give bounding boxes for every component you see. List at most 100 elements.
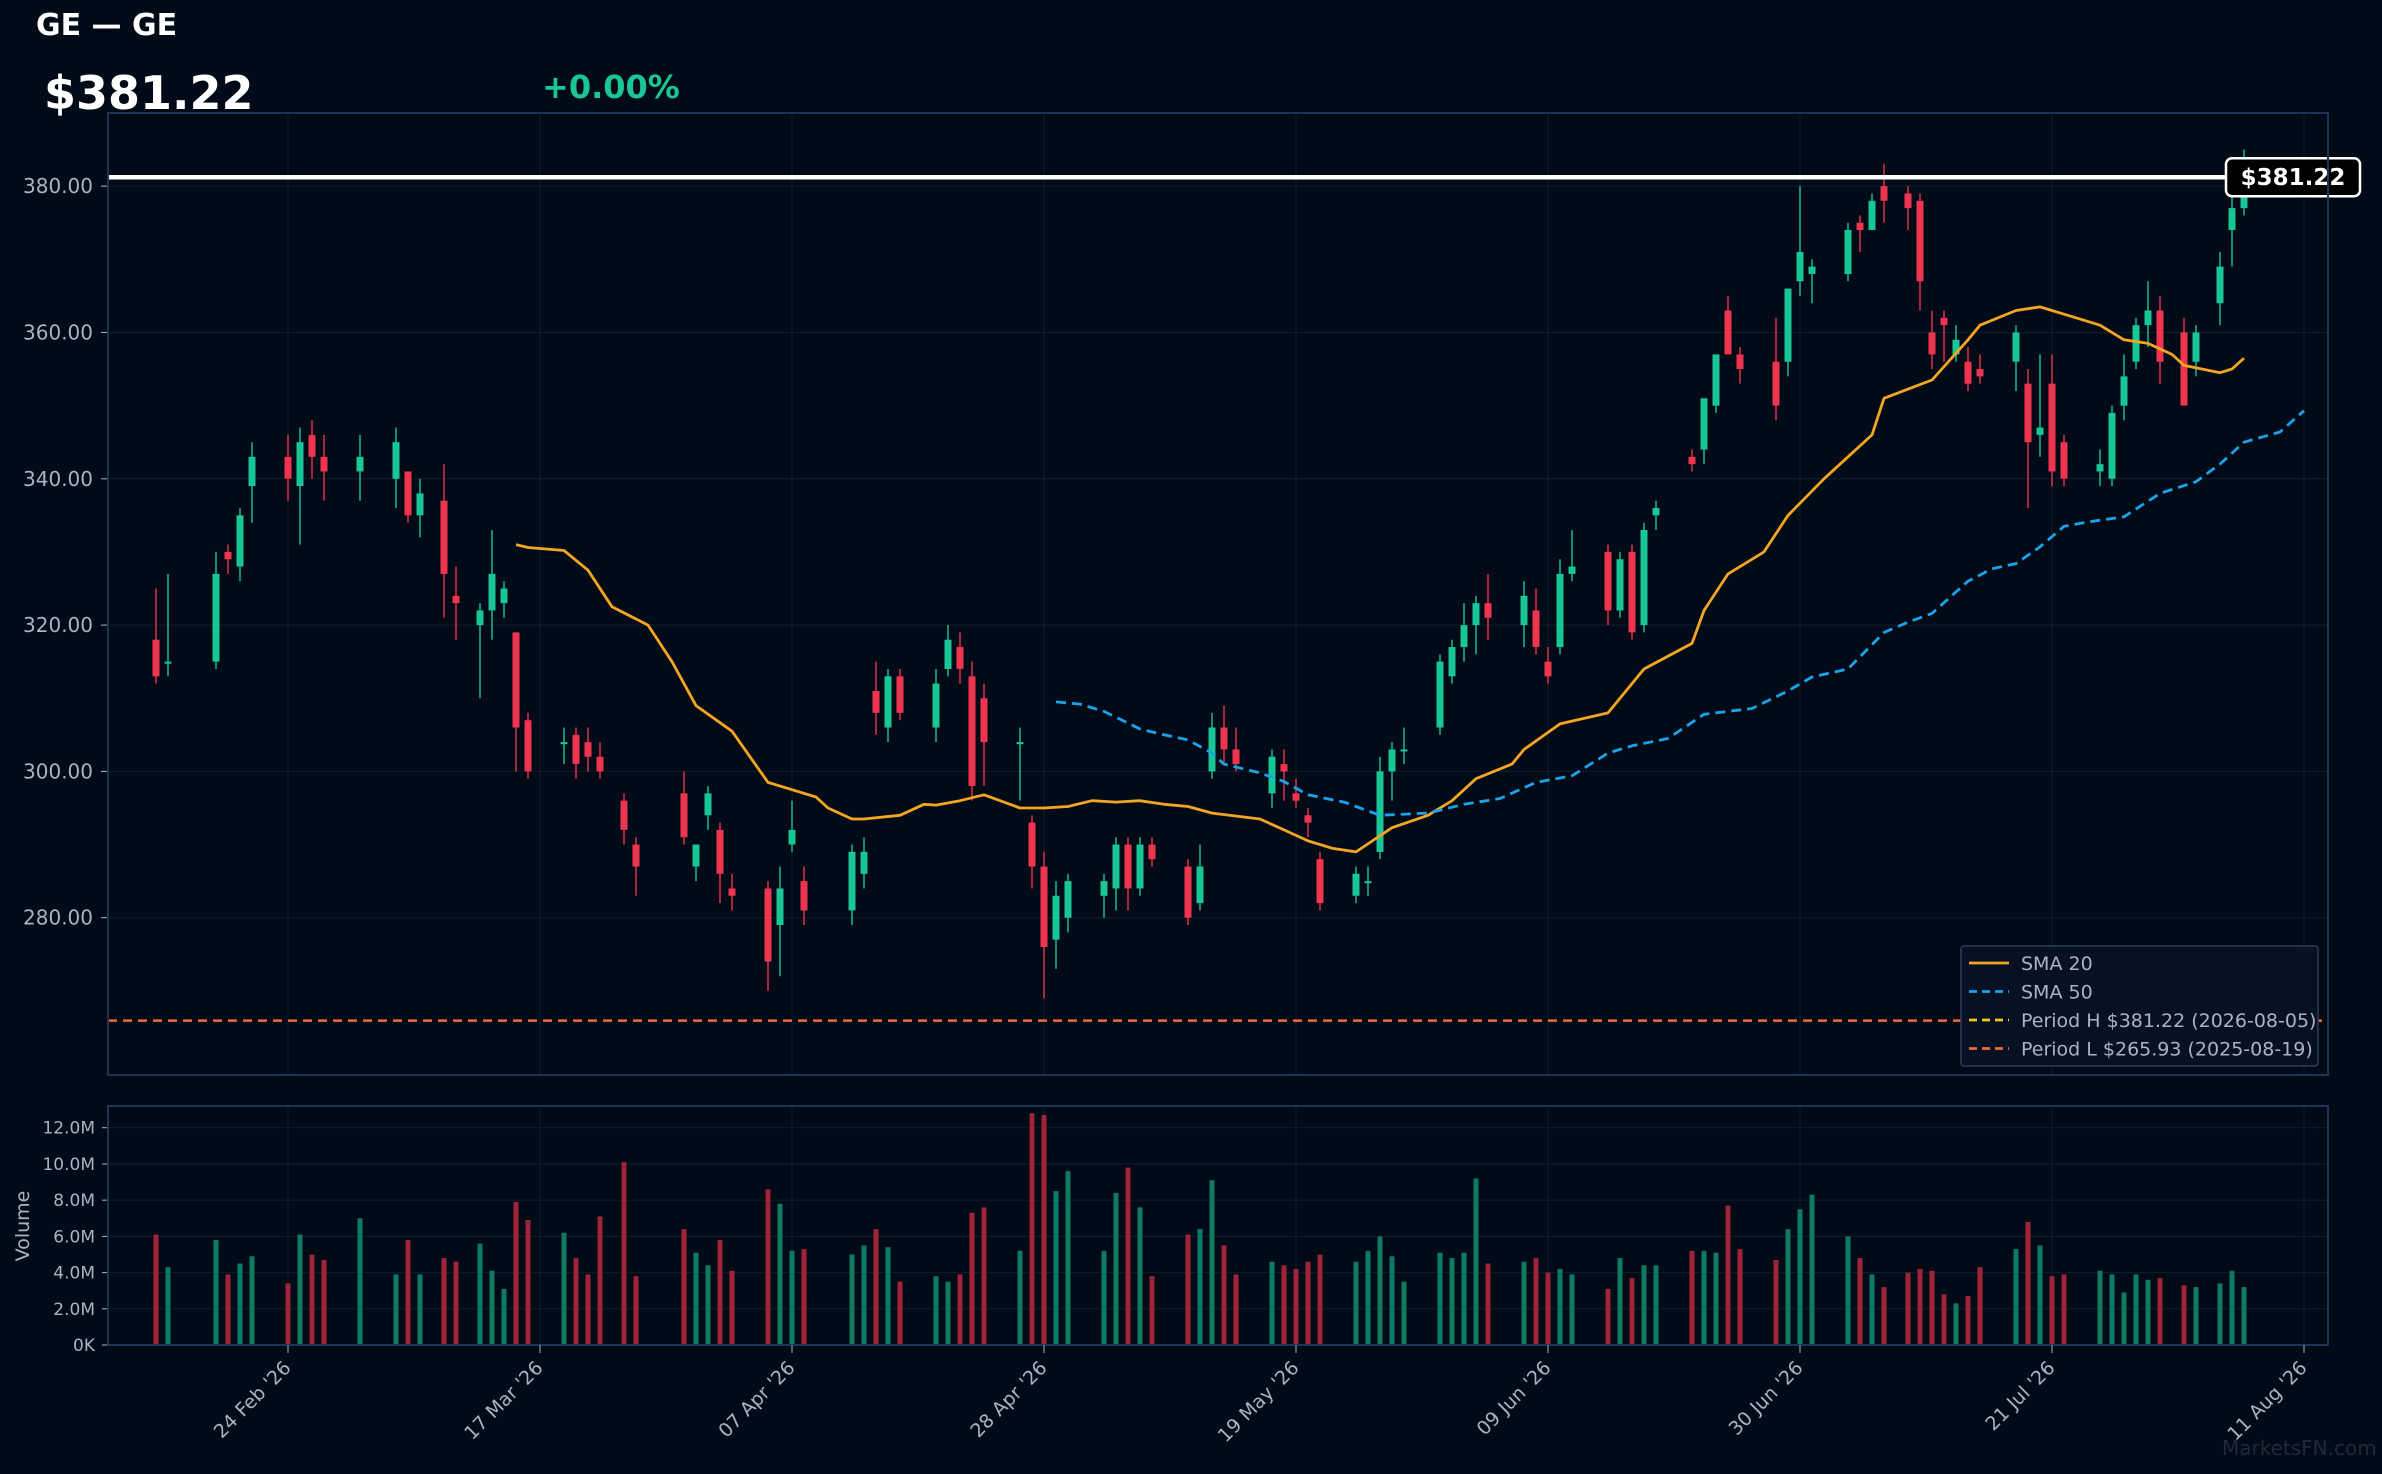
- candle-down: [1220, 727, 1228, 750]
- candle-up: [848, 851, 856, 911]
- candle-up: [1556, 573, 1564, 648]
- volume-bar: [1473, 1178, 1479, 1345]
- volume-bar: [1305, 1261, 1311, 1345]
- volume-tick-label: 2.0M: [53, 1300, 95, 1320]
- volume-bar: [2037, 1245, 2043, 1345]
- candle-up: [776, 888, 784, 926]
- candle-up: [1268, 756, 1276, 794]
- volume-bar: [405, 1239, 411, 1345]
- volume-bar: [861, 1245, 867, 1345]
- volume-bar: [2061, 1274, 2067, 1345]
- volume-bar: [1065, 1171, 1071, 1345]
- volume-bar: [1293, 1268, 1299, 1345]
- candle-down: [620, 800, 628, 830]
- candle-down: [2048, 383, 2056, 472]
- volume-bar: [153, 1234, 159, 1345]
- volume-bar: [1773, 1259, 1779, 1345]
- candle-down: [1232, 749, 1240, 765]
- volume-bar: [1041, 1115, 1047, 1345]
- volume-bar: [1605, 1288, 1611, 1345]
- volume-bar: [477, 1243, 483, 1345]
- volume-bar: [1569, 1274, 1575, 1345]
- volume-tick-label: 0K: [73, 1336, 96, 1356]
- candle-down: [1724, 310, 1732, 355]
- candle-up: [416, 493, 424, 516]
- candle-down: [572, 734, 580, 765]
- volume-bar: [1197, 1229, 1203, 1345]
- candle-up: [2036, 427, 2044, 435]
- price-tick-label: 320.00: [23, 613, 93, 637]
- volume-bar: [1149, 1276, 1155, 1345]
- candle-up: [1796, 251, 1804, 282]
- volume-bar: [225, 1274, 231, 1345]
- volume-bar: [1809, 1194, 1815, 1345]
- volume-bar: [1653, 1265, 1659, 1345]
- volume-bar: [693, 1252, 699, 1345]
- volume-bar: [1533, 1258, 1539, 1345]
- candle-down: [980, 698, 988, 743]
- volume-bar: [2181, 1285, 2187, 1345]
- volume-bar: [309, 1254, 315, 1345]
- time-tick-label: 09 Jun '26: [1473, 1357, 1556, 1440]
- candle-down: [956, 647, 964, 669]
- volume-bar: [2013, 1249, 2019, 1345]
- volume-bar: [2121, 1292, 2127, 1345]
- candle-up: [1388, 749, 1396, 772]
- volume-bar: [1221, 1245, 1227, 1345]
- volume-bar: [1353, 1261, 1359, 1345]
- legend: SMA 20 SMA 50 Period H $381.22 (2026-08-05…: [1960, 945, 2319, 1067]
- last-price-badge-label: $381.22: [2241, 165, 2346, 191]
- volume-bar: [969, 1212, 975, 1345]
- candle-down: [440, 500, 448, 574]
- candle-up: [2132, 325, 2140, 362]
- candle-down: [2180, 332, 2188, 406]
- candle-down: [1856, 222, 1864, 231]
- volume-bar: [717, 1239, 723, 1345]
- candle-up: [1712, 354, 1720, 406]
- candle-up: [1460, 625, 1468, 648]
- candle-down: [1292, 793, 1300, 801]
- candle-down: [152, 639, 160, 677]
- candle-up: [860, 851, 868, 874]
- volume-bar: [1941, 1294, 1947, 1345]
- time-tick-label: 28 Apr '26: [966, 1357, 1051, 1442]
- watermark: MarketsFN.com: [2222, 1436, 2377, 1460]
- candle-down: [1772, 361, 1780, 406]
- volume-bar: [1377, 1236, 1383, 1345]
- volume-bar: [1797, 1209, 1803, 1345]
- volume-bar: [1113, 1192, 1119, 1345]
- candle-down: [1688, 456, 1696, 465]
- price-panel: 280.00 300.00 320.00 340.00 360.00 380.00 $381…: [23, 112, 2362, 1076]
- volume-bar: [1929, 1270, 1935, 1345]
- sma20-line: [515, 305, 2245, 854]
- candle-down: [1916, 200, 1924, 282]
- candle-up: [2108, 412, 2116, 479]
- candle-up: [1568, 566, 1576, 574]
- volume-bar: [765, 1189, 771, 1345]
- candle-down: [1316, 859, 1324, 904]
- candle-down: [632, 844, 640, 867]
- volume-bar: [705, 1265, 711, 1345]
- legend-period-high-label: Period H $381.22 (2026-08-05): [2021, 1010, 2316, 1032]
- volume-bar: [1281, 1265, 1287, 1345]
- time-tick-label: 24 Feb '26: [210, 1357, 296, 1443]
- candle-down: [596, 756, 604, 772]
- volume-bar: [441, 1258, 447, 1345]
- volume-bar: [453, 1261, 459, 1345]
- volume-bar: [1233, 1274, 1239, 1345]
- volume-bar: [777, 1203, 783, 1345]
- volume-bar: [1389, 1256, 1395, 1345]
- candle-up: [932, 683, 940, 728]
- candle-up: [164, 661, 172, 664]
- volume-bar: [1137, 1207, 1143, 1345]
- volume-bar: [2229, 1270, 2235, 1345]
- last-price-badge: [2224, 156, 2362, 198]
- volume-tick-label: 10.0M: [42, 1155, 95, 1175]
- candle-down: [284, 456, 292, 479]
- candle-down: [896, 676, 904, 713]
- volume-bar: [1101, 1250, 1107, 1345]
- volume-bar: [1545, 1272, 1551, 1345]
- volume-bar: [1557, 1268, 1563, 1345]
- volume-bar: [1521, 1261, 1527, 1345]
- candle-down: [764, 888, 772, 962]
